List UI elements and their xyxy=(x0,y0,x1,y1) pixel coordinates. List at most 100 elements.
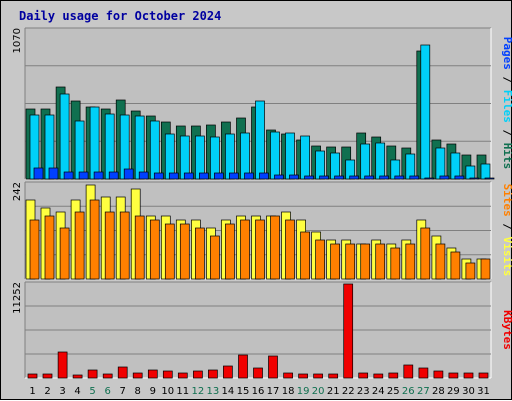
bar-sites-1 xyxy=(29,219,40,280)
x-tick-label-20: 20 xyxy=(312,386,325,397)
bar-sites-19 xyxy=(300,231,310,280)
bar-kbytes-27 xyxy=(418,367,429,379)
bar-kbytes-6 xyxy=(102,373,113,379)
bar-sites-26 xyxy=(405,243,416,280)
bar-pages-5 xyxy=(93,171,104,180)
bar-kbytes-11 xyxy=(177,372,188,379)
panel-label-hits-files-pages: Pages / Files / Hits xyxy=(501,37,512,170)
bar-files-21 xyxy=(330,152,340,180)
panel-label-part: / xyxy=(501,70,512,90)
bar-kbytes-10 xyxy=(162,370,173,379)
bar-kbytes-29 xyxy=(448,372,459,379)
max-label-hits-files-pages: 1070 xyxy=(12,28,23,53)
x-tick-label-26: 26 xyxy=(402,386,415,397)
x-tick-label-9: 9 xyxy=(150,386,156,397)
x-tick-label-3: 3 xyxy=(59,386,65,397)
bar-kbytes-18 xyxy=(283,372,293,379)
bar-sites-14 xyxy=(225,223,235,280)
x-tick-label-4: 4 xyxy=(74,386,80,397)
bar-kbytes-16 xyxy=(253,367,263,379)
x-tick-label-10: 10 xyxy=(161,386,174,397)
bar-pages-13 xyxy=(214,172,224,180)
bar-files-28 xyxy=(435,147,446,180)
bar-files-20 xyxy=(315,150,325,180)
bar-files-29 xyxy=(450,152,461,180)
bar-kbytes-12 xyxy=(193,370,203,379)
x-tick-label-17: 17 xyxy=(267,386,280,397)
bar-files-10 xyxy=(164,133,175,180)
bar-files-27 xyxy=(420,44,431,180)
bar-sites-20 xyxy=(315,239,325,280)
x-tick-label-2: 2 xyxy=(44,386,50,397)
bar-sites-7 xyxy=(119,211,130,280)
x-tick-label-12: 12 xyxy=(192,386,205,397)
bar-pages-9 xyxy=(153,172,164,180)
bar-files-11 xyxy=(179,135,190,180)
bar-sites-15 xyxy=(240,219,250,280)
panel-label-part: / xyxy=(501,123,512,143)
bar-files-4 xyxy=(74,120,85,180)
bar-kbytes-23 xyxy=(358,372,369,379)
x-tick-label-13: 13 xyxy=(207,386,220,397)
x-tick-label-22: 22 xyxy=(342,386,355,397)
bar-kbytes-5 xyxy=(87,369,98,379)
bar-pages-26 xyxy=(409,175,420,180)
bar-kbytes-24 xyxy=(373,373,384,379)
bar-sites-6 xyxy=(104,211,115,280)
bar-sites-4 xyxy=(74,211,85,280)
bar-files-3 xyxy=(59,93,70,180)
bar-pages-28 xyxy=(439,175,450,180)
bar-sites-17 xyxy=(270,215,280,280)
bar-sites-28 xyxy=(435,243,446,280)
x-tick-label-31: 31 xyxy=(477,386,490,397)
bar-sites-21 xyxy=(330,243,340,280)
bar-sites-5 xyxy=(89,199,100,280)
bar-kbytes-4 xyxy=(72,374,83,379)
bar-pages-17 xyxy=(274,174,284,180)
bar-pages-14 xyxy=(229,172,239,180)
bar-files-18 xyxy=(285,132,295,180)
x-tick-label-14: 14 xyxy=(222,386,235,397)
bar-kbytes-20 xyxy=(313,373,323,379)
max-label-kbytes: 11252 xyxy=(12,282,23,314)
bar-kbytes-1 xyxy=(27,373,38,379)
chart-title: Daily usage for October 2024 xyxy=(19,9,221,23)
bar-sites-22 xyxy=(345,243,356,280)
x-tick-label-29: 29 xyxy=(447,386,460,397)
bar-kbytes-3 xyxy=(57,351,68,379)
bar-files-17 xyxy=(270,131,280,180)
x-tick-label-21: 21 xyxy=(327,386,340,397)
panel-label-part: Sites xyxy=(501,184,512,217)
x-tick-label-19: 19 xyxy=(297,386,310,397)
bar-files-8 xyxy=(134,115,145,180)
panel-label-part: Files xyxy=(501,90,512,123)
bar-files-15 xyxy=(240,132,250,180)
bar-sites-16 xyxy=(255,219,265,280)
bar-kbytes-19 xyxy=(298,373,308,379)
bar-pages-10 xyxy=(168,172,179,180)
bar-sites-9 xyxy=(149,219,160,280)
bar-kbytes-9 xyxy=(147,369,158,379)
x-tick-label-6: 6 xyxy=(105,386,111,397)
bar-files-30 xyxy=(465,165,476,180)
bar-sites-12 xyxy=(195,227,205,280)
bar-sites-13 xyxy=(210,235,220,280)
bar-pages-12 xyxy=(199,172,209,180)
bar-sites-31 xyxy=(480,258,491,280)
bar-pages-6 xyxy=(108,171,119,180)
bar-pages-19 xyxy=(304,175,314,180)
x-tick-label-30: 30 xyxy=(462,386,475,397)
bar-sites-27 xyxy=(420,227,431,280)
bar-pages-27 xyxy=(424,177,435,180)
bar-files-23 xyxy=(360,143,371,180)
bar-pages-30 xyxy=(469,177,480,180)
x-tick-label-15: 15 xyxy=(237,386,250,397)
x-tick-label-23: 23 xyxy=(357,386,370,397)
bar-files-5 xyxy=(89,106,100,180)
panel-label-part: Pages xyxy=(501,37,512,70)
panel-label-part: Visits xyxy=(501,237,512,277)
bar-files-6 xyxy=(104,113,115,180)
bar-files-26 xyxy=(405,153,416,180)
bar-kbytes-26 xyxy=(403,364,414,379)
bar-sites-11 xyxy=(179,223,190,280)
